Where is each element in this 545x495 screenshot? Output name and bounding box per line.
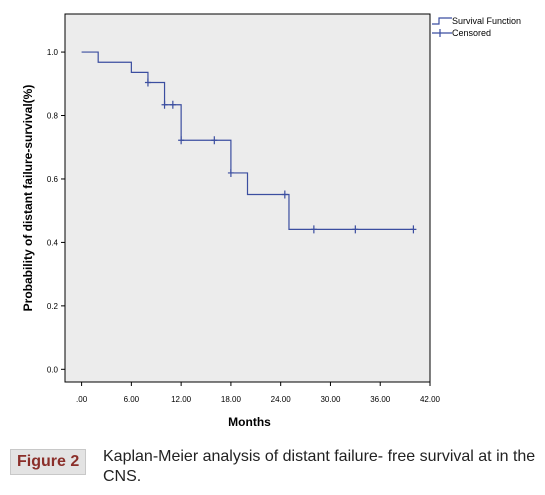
- x-tick-label: 30.00: [320, 395, 341, 404]
- legend-censor-icon: [432, 29, 452, 37]
- y-axis: 0.0 0.2 0.4 0.6 0.8 1.0: [47, 48, 65, 374]
- censored-marks: [144, 78, 417, 234]
- plot-area: [64, 13, 431, 383]
- x-tick-label: .00: [76, 395, 88, 404]
- legend-label: Censored: [452, 28, 491, 38]
- x-tick-label: 36.00: [370, 395, 391, 404]
- y-axis-label: Probability of distant failure-survival(…: [21, 85, 35, 312]
- x-tick-label: 6.00: [124, 395, 140, 404]
- censored-mark: [144, 78, 151, 87]
- censored-mark: [281, 190, 288, 199]
- legend: Survival Function Censored: [432, 16, 521, 38]
- x-tick-label: 24.00: [271, 395, 292, 404]
- y-tick-label: 0.2: [47, 302, 59, 311]
- x-tick-label: 42.00: [420, 395, 441, 404]
- legend-label: Survival Function: [452, 16, 521, 26]
- censored-mark: [178, 136, 185, 145]
- figure-label: Figure 2: [10, 449, 87, 475]
- censored-mark: [169, 100, 176, 109]
- censored-mark: [227, 168, 234, 177]
- legend-line-icon: [432, 17, 452, 25]
- x-axis-label: Months: [228, 415, 271, 429]
- censored-mark: [410, 225, 417, 234]
- x-tick-label: 12.00: [171, 395, 192, 404]
- censored-mark: [211, 136, 218, 145]
- y-tick-label: 0.8: [47, 112, 59, 121]
- x-tick-label: 18.00: [221, 395, 242, 404]
- x-axis: .00 6.00 12.00 18.00 24.00 30.00 36.00 42.00: [76, 382, 441, 404]
- censored-mark: [352, 225, 359, 234]
- censored-mark: [161, 100, 168, 109]
- km-chart: 0.0 0.2 0.4 0.6 0.8 1.0 .00 6.00 12.00 18.00 24.0…: [21, 13, 521, 429]
- censored-mark: [310, 225, 317, 234]
- y-tick-label: 0.0: [47, 365, 59, 374]
- y-tick-label: 0.4: [47, 238, 59, 247]
- caption-text: Kaplan-Meier analysis of distant failure…: [103, 448, 536, 485]
- y-tick-label: 1.0: [47, 48, 59, 57]
- y-tick-label: 0.6: [47, 175, 59, 184]
